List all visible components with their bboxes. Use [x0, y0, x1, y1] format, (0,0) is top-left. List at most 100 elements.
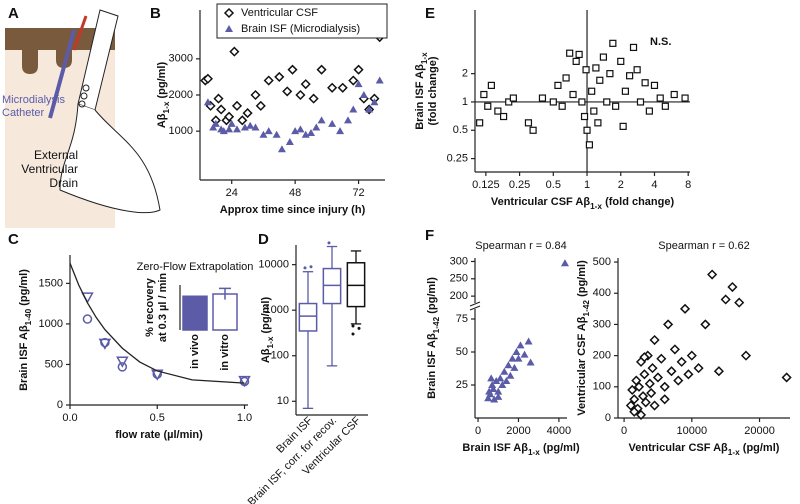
point — [117, 362, 128, 372]
point — [213, 93, 224, 104]
panel-label: B — [150, 5, 161, 22]
point — [713, 366, 724, 377]
point — [152, 369, 163, 379]
point — [291, 127, 300, 135]
y-tick-label: 300 — [593, 318, 611, 330]
panel-label: D — [258, 231, 269, 248]
x-tick-label: 1.0 — [237, 412, 252, 424]
y-axis-label: % recovery — [144, 277, 156, 337]
point — [635, 409, 647, 420]
point — [375, 76, 384, 84]
point — [500, 367, 509, 375]
point — [499, 112, 508, 121]
point — [508, 354, 517, 362]
point — [224, 111, 235, 122]
point — [644, 378, 655, 389]
category-label: in vitro — [219, 334, 231, 371]
point — [282, 86, 293, 97]
y-tick-label: 10000 — [258, 259, 289, 271]
point — [490, 395, 499, 403]
point — [629, 406, 640, 417]
point — [633, 66, 641, 74]
x-axis-label: Approx time since injury (h) — [220, 204, 366, 216]
text-part: Aβ — [260, 348, 272, 363]
subscript: 1-x — [420, 52, 429, 64]
y-tick-label: 75 — [456, 313, 468, 325]
point — [255, 100, 266, 111]
point — [489, 384, 498, 392]
point — [272, 130, 281, 138]
point — [82, 314, 93, 324]
point — [263, 75, 274, 86]
point — [727, 281, 738, 293]
text-part: (pg/ml) — [156, 62, 168, 102]
axis-break — [470, 303, 480, 309]
point — [666, 366, 677, 377]
point — [526, 358, 535, 366]
text-part: Ventricular CSF Aβ — [491, 196, 591, 208]
point — [625, 400, 636, 411]
x-tick-label: 72 — [352, 187, 364, 199]
point — [740, 350, 752, 361]
point — [562, 74, 570, 82]
bar — [182, 295, 208, 331]
y-tick-label: 400 — [593, 287, 611, 299]
point — [349, 105, 358, 113]
x-tick-label: 0.5 — [150, 412, 165, 424]
y-tick-label: 2 — [462, 68, 468, 80]
point — [633, 381, 645, 392]
x-tick-label: 4000 — [547, 425, 571, 437]
point — [496, 374, 505, 382]
panel-label: F — [425, 227, 434, 244]
outlier — [303, 266, 307, 270]
y-axis-label: Brain ISF Aβ1-x — [414, 52, 429, 130]
x-tick-label: 0.5 — [546, 179, 561, 191]
point — [588, 87, 596, 95]
y-axis-label: Aβ1-x (pg/ml) — [260, 297, 275, 364]
point — [582, 66, 590, 74]
point — [370, 98, 379, 106]
y-tick-label: 200 — [450, 290, 468, 302]
x-tick-label: 24 — [226, 187, 238, 199]
point — [209, 123, 218, 131]
point — [575, 50, 583, 59]
point — [686, 350, 697, 361]
point — [578, 98, 586, 106]
point — [538, 94, 547, 102]
point — [673, 375, 684, 386]
point — [656, 94, 664, 102]
legend-marker — [225, 25, 233, 32]
y-tick-label: 1500 — [39, 277, 63, 289]
y-axis-label: Aβ1-x (pg/ml) — [156, 62, 171, 129]
outlier — [327, 241, 331, 245]
point — [629, 43, 638, 52]
text-part: Ventricular CSF Aβ — [629, 442, 729, 454]
point — [529, 126, 537, 134]
subscript: 1-x — [266, 336, 275, 348]
point — [233, 125, 241, 133]
point — [237, 115, 248, 126]
point — [645, 107, 653, 115]
point — [484, 394, 493, 402]
subscript: 1-x — [728, 448, 740, 457]
x-tick-label: 2 — [618, 179, 624, 191]
y-tick-label: 0 — [605, 412, 611, 424]
point — [353, 64, 364, 75]
point — [344, 116, 352, 124]
point — [524, 119, 533, 127]
box — [298, 302, 318, 332]
point — [203, 98, 212, 106]
point — [656, 353, 667, 364]
chart-title: Zero-Flow Extrapolation — [137, 261, 254, 273]
point — [650, 81, 659, 89]
subscript: 1-x — [528, 448, 540, 457]
text-part: Aβ — [156, 113, 168, 128]
ventricle — [59, 103, 161, 214]
subscript: 1-42 — [582, 300, 591, 317]
point — [476, 119, 484, 127]
point — [603, 98, 611, 106]
point — [250, 89, 261, 101]
point — [231, 100, 243, 111]
legend-marker — [223, 7, 235, 19]
chart-title: Spearman r = 0.62 — [658, 240, 749, 252]
